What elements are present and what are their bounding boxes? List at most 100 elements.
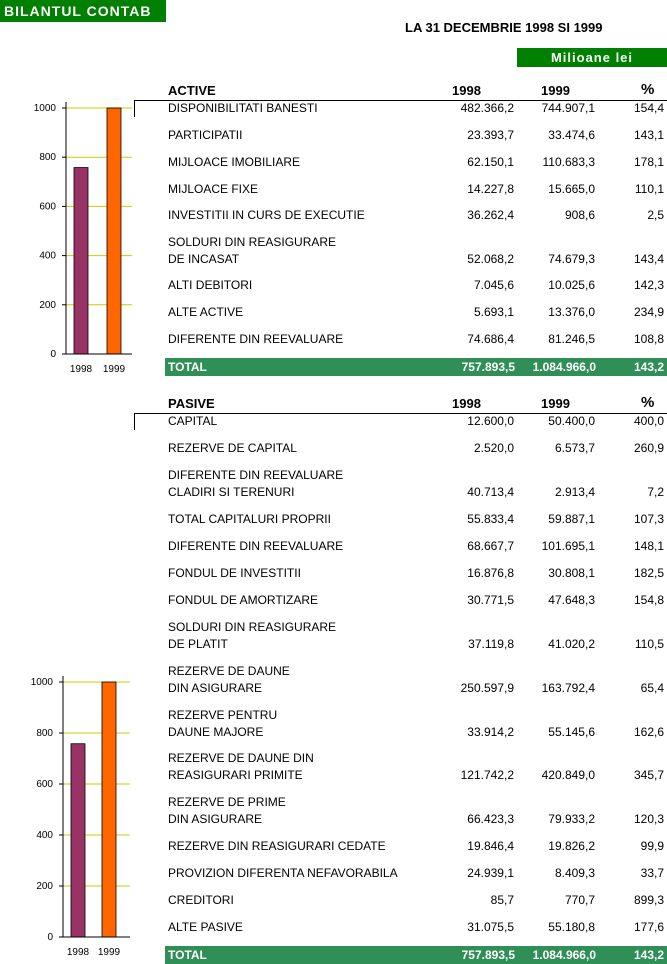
value-pct: 7,2 xyxy=(647,485,664,499)
x-tick-label: 1999 xyxy=(103,364,126,375)
value-pct: 260,9 xyxy=(633,441,664,455)
pasive-col-1999: 1999 xyxy=(541,396,570,411)
value-pct: 107,3 xyxy=(633,512,664,526)
value-1998: 16.876,8 xyxy=(467,566,514,580)
value-1998: 30.771,5 xyxy=(467,593,514,607)
value-1998: 2.520,0 xyxy=(473,441,514,455)
pasive-bar-chart: 0 200 400 600 800 1000 1998 1999 xyxy=(31,676,130,958)
value-pct: 65,4 xyxy=(640,681,664,695)
value-pct: 345,7 xyxy=(633,768,664,782)
value-pct: 400,0 xyxy=(633,414,664,428)
active-bar-chart: 0 200 400 600 800 1000 1998 1999 xyxy=(34,102,132,375)
value-1999: 33.474,6 xyxy=(548,128,595,142)
value-1999: 8.409,3 xyxy=(554,866,595,880)
y-tick-label: 400 xyxy=(36,830,53,841)
active-col-1998: 1998 xyxy=(452,83,481,98)
value-1999: 6.573,7 xyxy=(554,441,595,455)
bar-1998 xyxy=(73,167,89,355)
value-1998: 14.227,8 xyxy=(467,182,514,196)
row-label: CLADIRI SI TERENURI xyxy=(168,485,295,499)
row-label: REZERVE DE DAUNE xyxy=(168,664,290,678)
value-pct: 234,9 xyxy=(633,305,664,319)
value-1999: 79.933,2 xyxy=(548,812,595,826)
value-1999: 19.826,2 xyxy=(548,839,595,853)
value-1998: 37.119,8 xyxy=(468,637,514,651)
y-tick-label: 800 xyxy=(36,728,53,739)
row-label: ALTI DEBITORI xyxy=(168,278,253,292)
value-1999: 2.913,4 xyxy=(554,485,595,499)
active-total-1999: 1.084.966,0 xyxy=(532,360,596,374)
y-tick-label: 800 xyxy=(39,152,56,163)
active-col-1999: 1999 xyxy=(541,83,570,98)
row-label: ALTE PASIVE xyxy=(168,920,243,934)
value-pct: 99,9 xyxy=(640,839,664,853)
pasive-total-row: TOTAL 757.893,5 1.084.966,0 143,2 xyxy=(165,946,667,964)
value-1998: 68.667,7 xyxy=(467,539,514,553)
pasive-header-tick xyxy=(134,413,135,430)
value-1999: 50.400,0 xyxy=(548,414,595,428)
value-1999: 55.145,6 xyxy=(548,725,595,739)
report-subtitle: LA 31 DECEMBRIE 1998 SI 1999 xyxy=(405,20,603,35)
active-header-rule xyxy=(134,100,667,101)
y-tick-label: 200 xyxy=(39,300,56,311)
x-tick-label: 1999 xyxy=(98,947,121,958)
x-tick-label: 1998 xyxy=(67,947,90,958)
pasive-header-rule xyxy=(134,413,667,414)
x-tick-label: 1998 xyxy=(70,364,93,375)
value-1998: 23.393,7 xyxy=(467,128,514,142)
y-tick-label: 1000 xyxy=(31,677,54,688)
value-1999: 81.246,5 xyxy=(548,332,595,346)
pasive-col-1998: 1998 xyxy=(452,396,481,411)
row-label: DIFERENTE DIN REEVALUARE xyxy=(168,539,344,553)
y-tick-label: 600 xyxy=(36,779,53,790)
pasive-col-pct: % xyxy=(641,394,655,411)
value-1998: 19.846,4 xyxy=(467,839,514,853)
value-1998: 33.914,2 xyxy=(467,725,514,739)
bar-1999 xyxy=(101,681,117,938)
value-pct: 177,6 xyxy=(633,920,664,934)
value-pct: 108,8 xyxy=(633,332,664,346)
value-pct: 142,3 xyxy=(633,278,664,292)
pasive-heading: PASIVE xyxy=(168,396,215,411)
row-label: CREDITORI xyxy=(168,893,234,907)
value-1999: 30.808,1 xyxy=(548,566,595,580)
row-label: REZERVE DIN REASIGURARI CEDATE xyxy=(168,839,386,853)
value-1999: 110.683,3 xyxy=(542,155,596,169)
value-1998: 52.068,2 xyxy=(467,252,514,266)
bar-1998 xyxy=(70,743,86,938)
value-1998: 66.423,3 xyxy=(467,812,514,826)
y-tick-label: 1000 xyxy=(34,103,57,114)
value-1998: 482.366,2 xyxy=(460,101,514,115)
row-label: ALTE ACTIVE xyxy=(168,305,244,319)
value-1999: 10.025,6 xyxy=(548,278,595,292)
row-label: SOLDURI DIN REASIGURARE xyxy=(168,235,337,249)
value-pct: 899,3 xyxy=(633,893,664,907)
value-1998: 7.045,6 xyxy=(473,278,514,292)
value-1999: 163.792,4 xyxy=(541,681,595,695)
value-1998: 55.833,4 xyxy=(467,512,514,526)
active-header-tick xyxy=(134,100,135,117)
value-pct: 33,7 xyxy=(640,866,664,880)
value-pct: 178,1 xyxy=(633,155,664,169)
active-col-pct: % xyxy=(641,81,655,98)
row-label: TOTAL CAPITALURI PROPRII xyxy=(168,512,331,526)
row-label: DIN ASIGURARE xyxy=(168,681,263,695)
value-pct: 154,4 xyxy=(633,101,664,115)
row-label: INVESTITII IN CURS DE EXECUTIE xyxy=(168,208,365,222)
value-pct: 110,1 xyxy=(634,182,664,196)
value-1998: 85,7 xyxy=(490,893,514,907)
value-pct: 110,5 xyxy=(634,637,664,651)
row-label: DISPONIBILITATI BANESTI xyxy=(168,101,318,115)
row-label: DE PLATIT xyxy=(168,637,228,651)
y-tick-label: 0 xyxy=(50,349,56,360)
value-pct: 154,8 xyxy=(633,593,664,607)
value-1999: 55.180,8 xyxy=(548,920,595,934)
value-1998: 24.939,1 xyxy=(467,866,514,880)
row-label: DIFERENTE DIN REEVALUARE xyxy=(168,468,344,482)
value-1999: 47.648,3 xyxy=(548,593,595,607)
row-label: FONDUL DE AMORTIZARE xyxy=(168,593,319,607)
row-label: MIJLOACE FIXE xyxy=(168,182,259,196)
value-1999: 420.849,0 xyxy=(541,768,595,782)
value-1999: 908,6 xyxy=(564,208,595,222)
pasive-total-label: TOTAL xyxy=(168,948,207,962)
